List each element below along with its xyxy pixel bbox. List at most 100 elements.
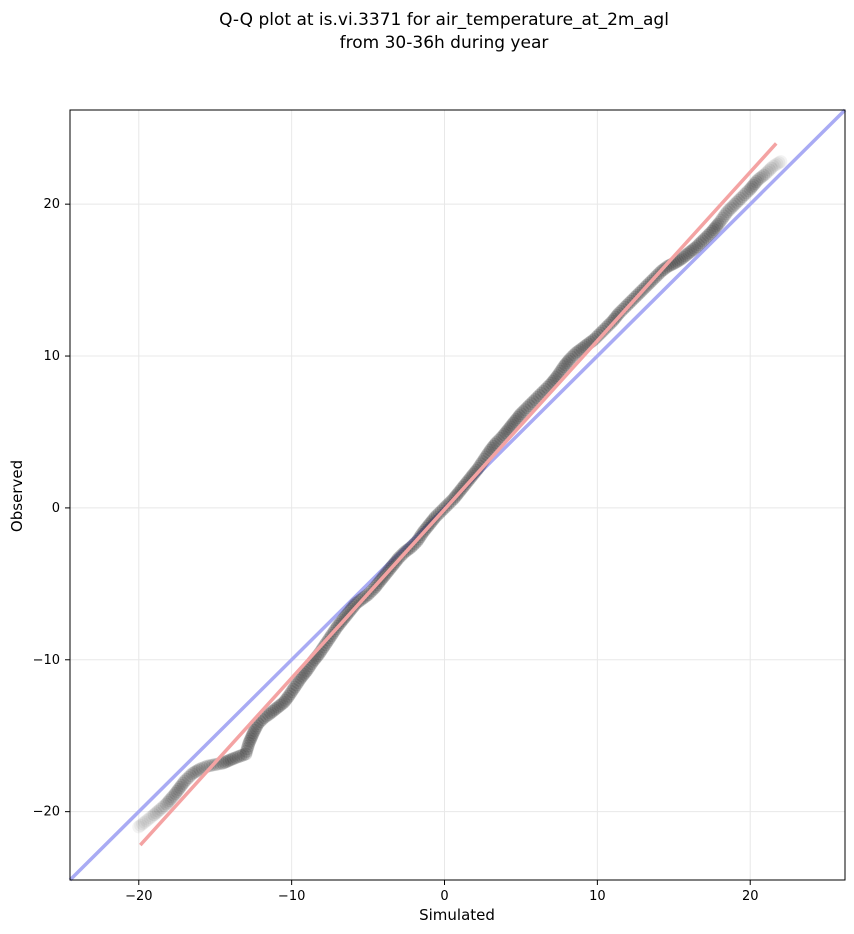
qq-point <box>772 156 786 170</box>
qq-point <box>518 403 532 417</box>
qq-point <box>471 461 485 475</box>
y-tick-label: −20 <box>33 805 60 820</box>
qq-point <box>139 814 153 828</box>
chart-title-line-1: Q-Q plot at is.vi.3371 for air_temperatu… <box>219 10 669 30</box>
qq-point <box>684 244 698 258</box>
qq-point <box>774 155 788 169</box>
qq-point <box>266 704 280 718</box>
qq-point <box>737 188 751 202</box>
qq-point <box>557 360 571 374</box>
qq-point <box>242 736 256 750</box>
qq-point <box>240 744 254 758</box>
qq-point <box>695 234 709 248</box>
qq-point <box>231 750 245 764</box>
qq-point <box>240 742 254 756</box>
y-axis-label: Observed <box>8 460 26 532</box>
qq-point <box>294 671 308 685</box>
qq-point <box>320 635 334 649</box>
qq-point <box>726 199 740 213</box>
qq-point <box>526 395 540 409</box>
x-axis-label: Simulated <box>419 906 495 924</box>
qq-point <box>561 354 575 368</box>
qq-point <box>563 352 577 366</box>
qq-point <box>248 723 262 737</box>
qq-point <box>244 732 258 746</box>
qq-point <box>716 211 730 225</box>
qq-point <box>567 348 581 362</box>
qq-point <box>760 165 774 179</box>
qq-point <box>159 797 173 811</box>
qq-point <box>347 598 361 612</box>
qq-point <box>269 701 283 715</box>
qq-point <box>282 689 296 703</box>
qq-point <box>511 411 525 425</box>
qq-point <box>699 230 713 244</box>
qq-point <box>705 224 719 238</box>
qq-point <box>528 393 542 407</box>
qq-point <box>236 748 250 762</box>
qq-point <box>285 685 299 699</box>
qq-point <box>222 753 236 767</box>
qq-point <box>560 356 574 370</box>
qq-point <box>734 191 748 205</box>
qq-point <box>522 399 536 413</box>
qq-point <box>262 707 276 721</box>
qq-point <box>732 193 746 207</box>
qq-point <box>189 764 203 778</box>
qq-point <box>297 667 311 681</box>
qq-point <box>678 249 692 263</box>
qq-point <box>295 669 309 683</box>
qq-point <box>134 818 148 832</box>
qq-point <box>745 180 759 194</box>
qq-point <box>178 774 192 788</box>
qq-point <box>730 195 744 209</box>
qq-point <box>173 780 187 794</box>
qq-point <box>275 697 289 711</box>
qq-point <box>607 312 621 326</box>
qq-point <box>593 326 607 340</box>
qq-point <box>514 407 528 421</box>
qq-point <box>686 243 700 257</box>
qq-point <box>595 324 609 338</box>
qq-point <box>291 676 305 690</box>
qq-point <box>618 300 632 314</box>
qq-point <box>612 307 626 321</box>
qq-point <box>680 247 694 261</box>
qq-point <box>273 698 287 712</box>
qq-point <box>676 250 690 264</box>
qq-point <box>714 213 728 227</box>
qq-point <box>229 751 243 765</box>
qq-point <box>573 343 587 357</box>
qq-point <box>736 190 750 204</box>
qq-point <box>694 236 708 250</box>
fit-line-layer <box>139 142 778 847</box>
qq-point <box>149 806 163 820</box>
qq-point <box>609 310 623 324</box>
x-tick-label: −20 <box>125 889 152 904</box>
qq-point <box>708 221 722 235</box>
qq-point <box>249 721 263 735</box>
qq-point <box>245 730 259 744</box>
qq-point <box>164 792 178 806</box>
x-tick-label: 0 <box>440 889 448 904</box>
qq-point <box>505 418 519 432</box>
qq-point <box>193 762 207 776</box>
x-tick-label: −10 <box>278 889 305 904</box>
qq-point <box>616 302 630 316</box>
qq-point <box>751 173 765 187</box>
qq-point <box>728 197 742 211</box>
qq-point <box>748 177 762 191</box>
qq-point <box>724 201 738 215</box>
qq-point <box>762 163 776 177</box>
qq-point <box>218 755 232 769</box>
qq-point <box>317 640 331 654</box>
qq-point <box>509 412 523 426</box>
qq-point <box>191 763 205 777</box>
qq-point <box>710 219 724 233</box>
x-tick-label: 10 <box>589 889 606 904</box>
qq-point <box>279 693 293 707</box>
qq-point <box>530 391 544 405</box>
qq-point <box>604 316 618 330</box>
qq-point <box>147 808 161 822</box>
qq-point <box>292 673 306 687</box>
